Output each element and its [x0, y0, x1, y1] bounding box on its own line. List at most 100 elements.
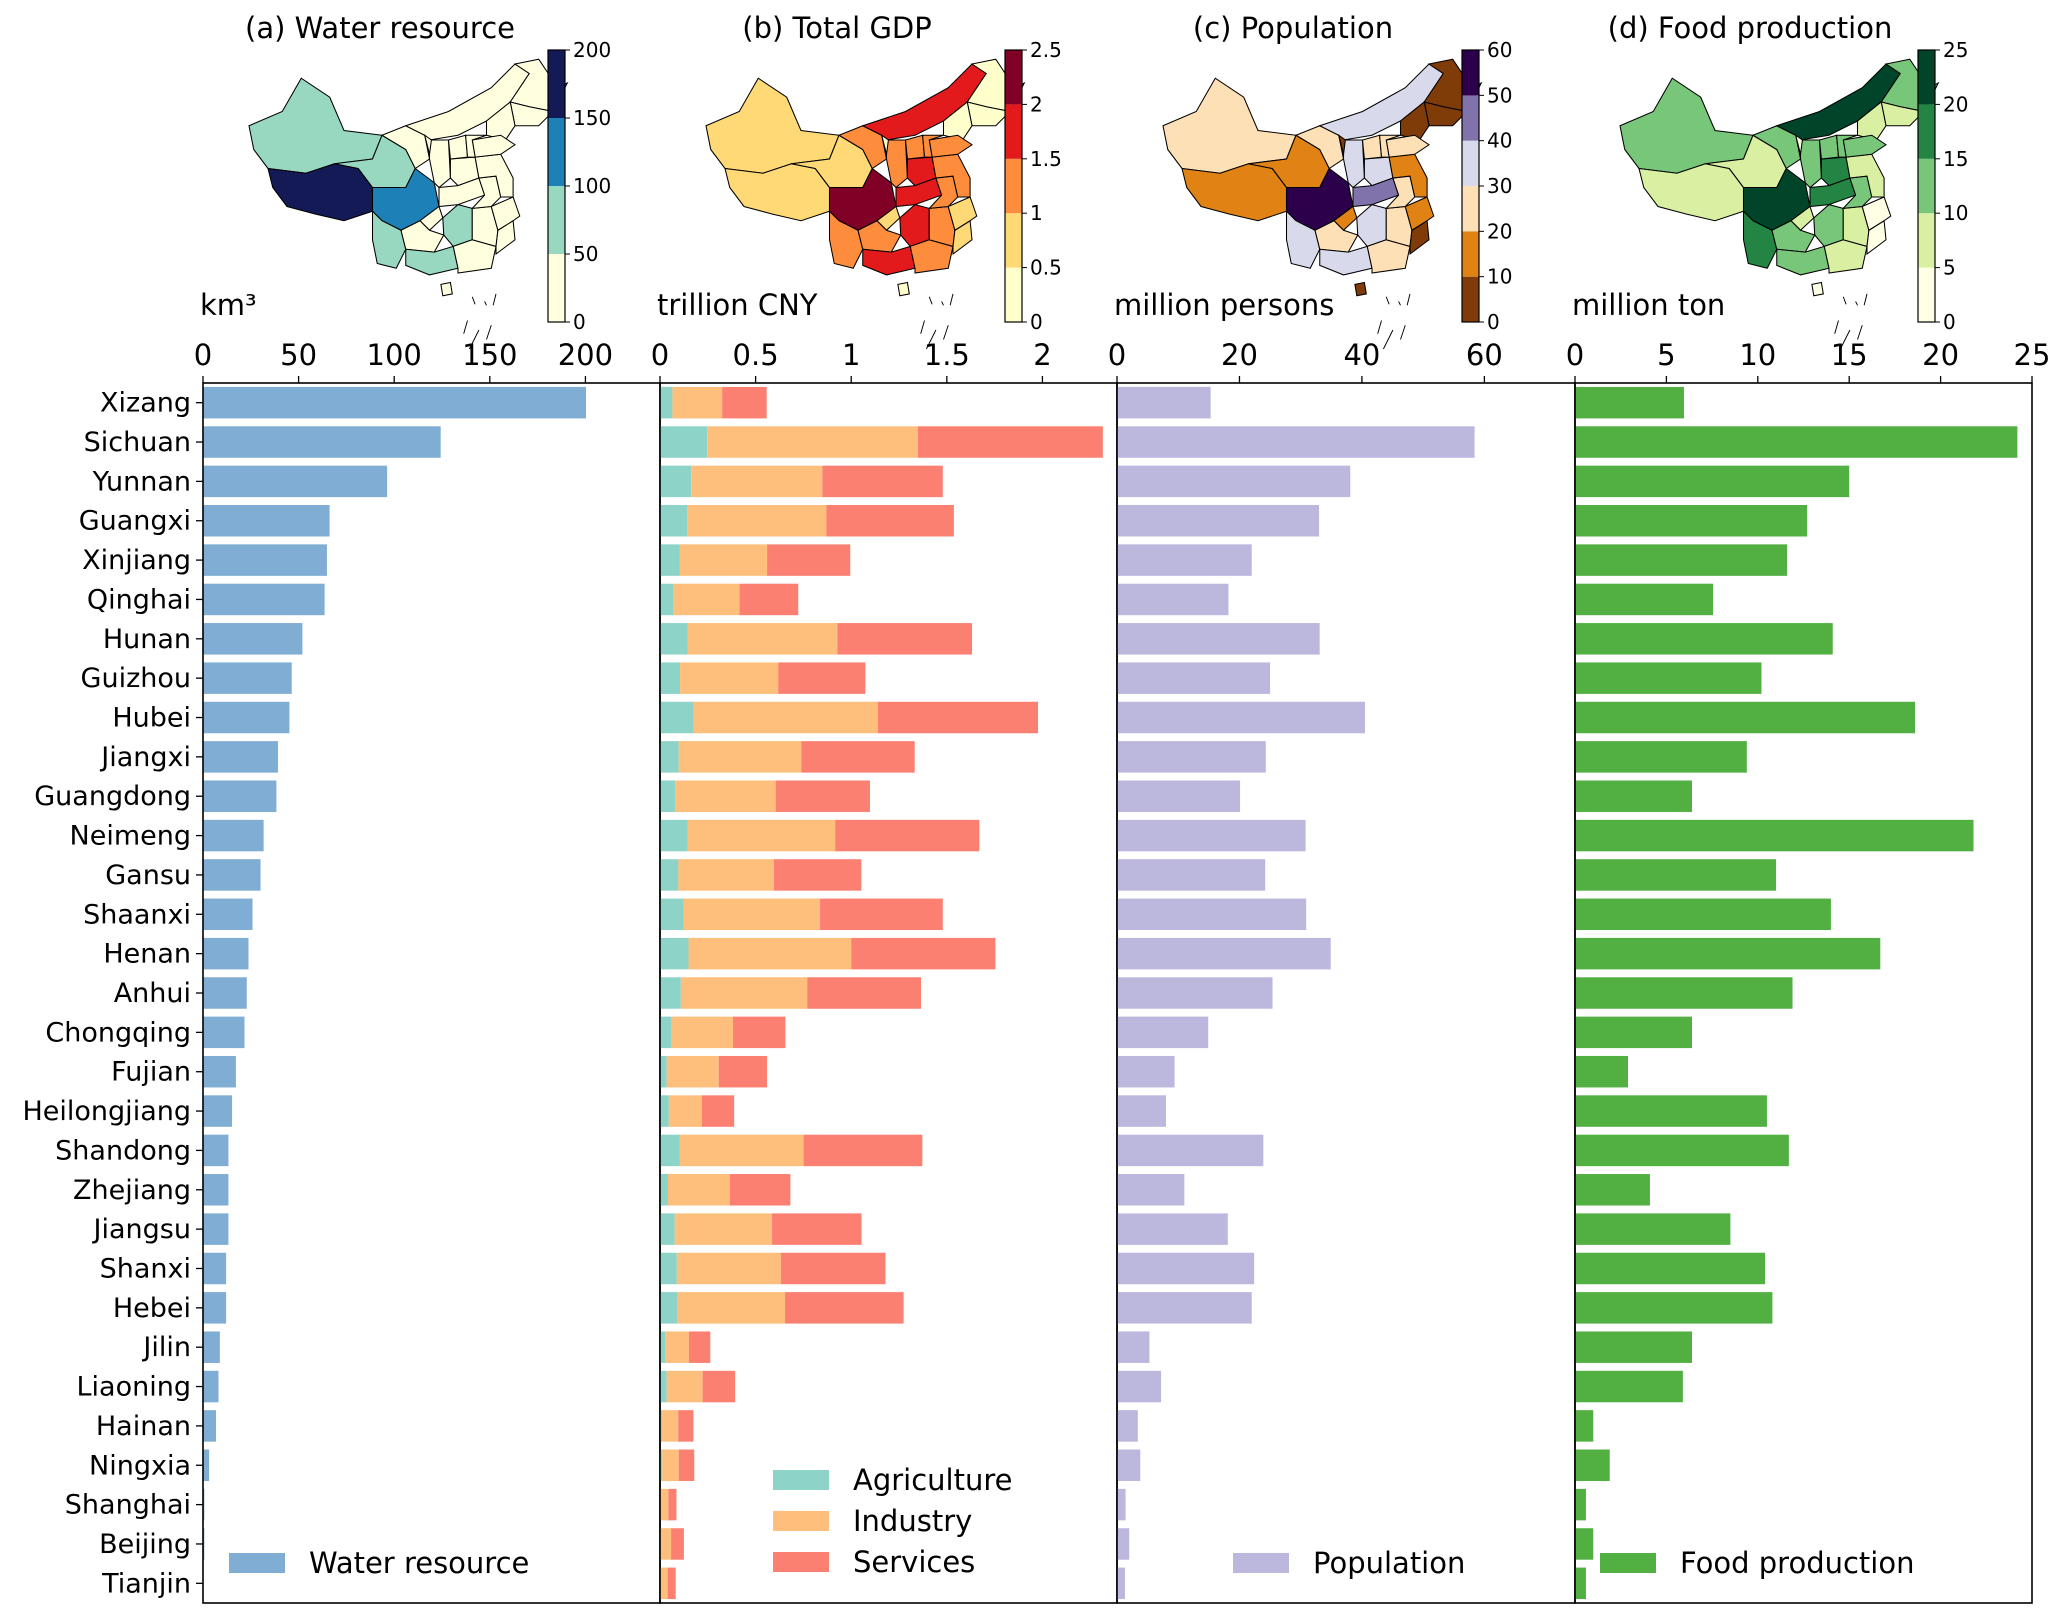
ytick-label: Sichuan	[84, 427, 191, 458]
bar-water-resource	[203, 662, 292, 694]
colorbar-segment	[1918, 158, 1935, 214]
ytick-label: Gansu	[105, 860, 191, 891]
map-region	[1356, 204, 1387, 248]
map-region	[922, 134, 944, 158]
axis-unit-label: million ton	[1572, 288, 1725, 322]
bar-food-production	[1575, 386, 1684, 419]
bar-industry	[687, 623, 838, 655]
xtick-label: 200	[558, 338, 613, 372]
bar-water-resource	[203, 386, 587, 419]
bar-food-production	[1575, 505, 1808, 537]
colorbar-segment	[1462, 95, 1479, 141]
map-region	[440, 281, 453, 297]
bar-food-production	[1575, 583, 1714, 616]
bar-water-resource	[203, 583, 325, 616]
bar-services	[917, 426, 1103, 458]
map-region	[1399, 101, 1430, 141]
bar-agriculture	[660, 741, 679, 773]
map-c: 0 10 20 30 40 50 60	[1162, 38, 1512, 350]
map-region	[442, 204, 473, 248]
map-region	[1818, 134, 1840, 160]
bar-industry	[665, 1331, 689, 1363]
bar-food-production	[1575, 1252, 1766, 1285]
ytick-label: Anhui	[114, 978, 191, 1009]
xtick-label: 20	[1922, 338, 1959, 372]
bar-food-production	[1575, 819, 1974, 852]
bar-food-production	[1575, 1016, 1692, 1049]
map-region	[1794, 133, 1803, 155]
bar-water-resource	[203, 1449, 210, 1481]
bar-food-production	[1575, 859, 1777, 891]
bar-services	[671, 1528, 684, 1560]
colorbar-tick-label: 0	[573, 310, 586, 334]
bar-food-production	[1575, 1528, 1594, 1560]
bar-services	[772, 1213, 862, 1245]
axis-unit-label: million persons	[1114, 288, 1334, 322]
ytick-label: Guangxi	[79, 506, 191, 537]
colorbar-frame	[1004, 49, 1023, 323]
bar-agriculture	[660, 662, 681, 694]
bar-food-production	[1575, 662, 1762, 694]
colorbar-tick-label: 1.5	[1030, 147, 1062, 171]
bar-food-production	[1575, 544, 1788, 576]
map-region	[1342, 139, 1365, 189]
bar-water-resource	[203, 426, 441, 458]
bar-industry	[666, 1055, 719, 1088]
bar-food-production	[1575, 1370, 1683, 1403]
bar-population	[1117, 1370, 1162, 1403]
map-region	[904, 134, 926, 160]
bar-water-resource	[203, 1331, 220, 1363]
bar-population	[1117, 544, 1252, 576]
map-region	[371, 209, 407, 269]
map-region	[942, 101, 973, 141]
bar-services	[780, 1252, 886, 1285]
bar-agriculture	[660, 1292, 678, 1324]
legend: Water resource	[229, 1546, 529, 1580]
bar-water-resource	[203, 1016, 245, 1049]
bar-food-production	[1575, 977, 1793, 1009]
map-region	[1811, 281, 1824, 297]
map-region	[1619, 77, 1754, 174]
xtick-label: 0.5	[733, 338, 779, 372]
ytick-label: Beijing	[99, 1529, 191, 1560]
bar-population	[1117, 1055, 1175, 1088]
bar-services	[837, 623, 973, 655]
bar-population	[1117, 1449, 1141, 1481]
xtick-label: 10	[1739, 338, 1776, 372]
colorbar-tick-label: 10	[1943, 201, 1968, 225]
bar-population	[1117, 1016, 1209, 1049]
map-region	[267, 163, 374, 222]
map-region	[248, 77, 383, 174]
bar-water-resource	[203, 1095, 233, 1127]
panel-title: (d) Food production	[1608, 11, 1893, 45]
bar-water-resource	[203, 465, 388, 498]
ytick-label: Jilin	[141, 1332, 191, 1363]
bar-food-production	[1575, 1488, 1586, 1521]
legend-swatch	[773, 1511, 829, 1531]
ytick-label: Henan	[103, 939, 191, 970]
xtick-label: 1	[842, 338, 860, 372]
bar-agriculture	[660, 1252, 677, 1285]
bar-agriculture	[660, 1134, 680, 1167]
map-region	[1404, 196, 1435, 232]
bar-population	[1117, 505, 1320, 537]
panel-title: (b) Total GDP	[742, 11, 932, 45]
map-region	[705, 77, 840, 174]
map-region	[428, 139, 451, 189]
bar-food-production	[1575, 623, 1833, 655]
map-region	[1845, 153, 1885, 198]
bar-agriculture	[660, 1055, 667, 1088]
bar-population	[1117, 937, 1331, 970]
bar-agriculture	[660, 977, 681, 1009]
bar-industry	[688, 937, 852, 970]
bar-industry	[676, 1252, 781, 1285]
bar-industry	[671, 1016, 734, 1049]
bar-industry	[687, 505, 827, 537]
bar-agriculture	[660, 1370, 667, 1403]
map-region	[1799, 139, 1822, 189]
map-region	[1162, 77, 1297, 174]
bar-water-resource	[203, 1370, 219, 1403]
bar-agriculture	[660, 1331, 666, 1363]
bar-water-resource	[203, 741, 278, 773]
